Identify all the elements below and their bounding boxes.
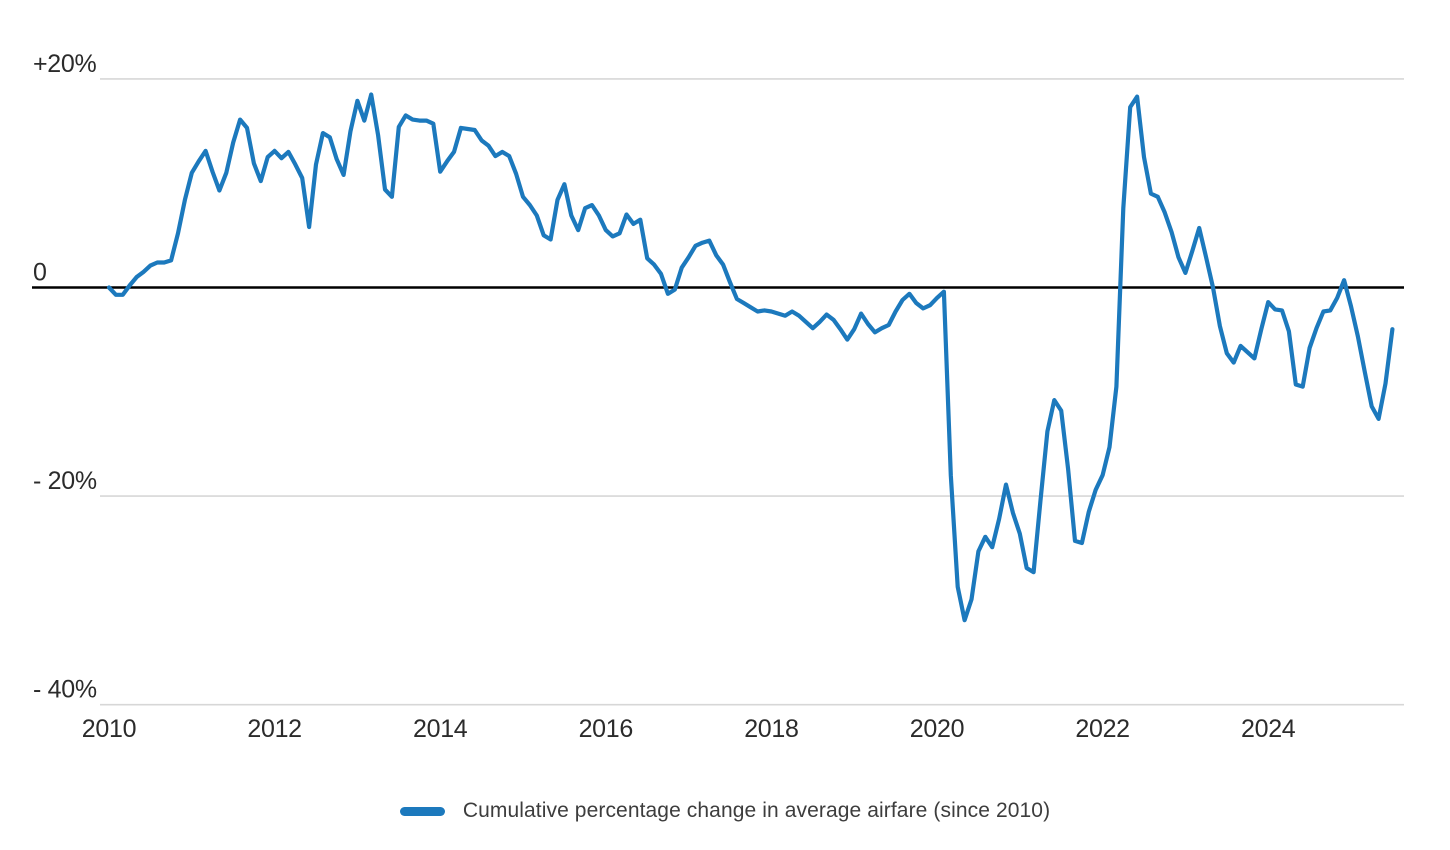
x-tick-label: 2022	[1075, 715, 1129, 743]
y-tick-label: 0	[33, 259, 47, 287]
x-tick-label: 2010	[82, 715, 136, 743]
x-tick-label: 2020	[910, 715, 964, 743]
y-tick-label: - 20%	[33, 467, 97, 495]
y-tick-label: +20%	[33, 50, 97, 78]
x-tick-label: 2024	[1241, 715, 1296, 743]
legend-label: Cumulative percentage change in average …	[462, 799, 1051, 822]
legend: Cumulative percentage change in average …	[0, 775, 1450, 823]
y-tick-label: - 40%	[33, 676, 97, 704]
x-tick-label: 2014	[413, 715, 468, 743]
x-tick-label: 2012	[247, 715, 301, 743]
legend-swatch	[399, 806, 445, 816]
airfare-line-chart: +20% 0 - 20% - 40% 2010 2012 2014 2016 2018 2020 2…	[32, 50, 1404, 743]
x-tick-label: 2016	[579, 715, 633, 743]
airfare-series-line	[106, 92, 1395, 623]
x-tick-label: 2018	[744, 715, 798, 743]
